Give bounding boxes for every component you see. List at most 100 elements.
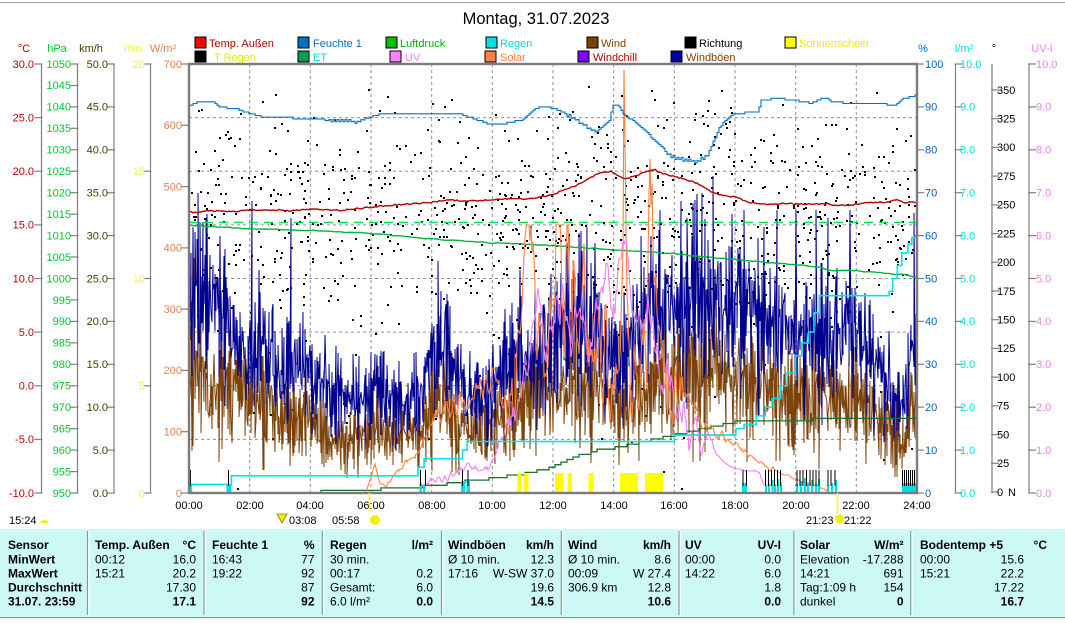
svg-text:2.0: 2.0 bbox=[960, 402, 975, 414]
svg-text:14:21: 14:21 bbox=[800, 567, 830, 581]
svg-text:-5.0: -5.0 bbox=[15, 434, 34, 446]
svg-text:1035: 1035 bbox=[47, 123, 71, 135]
svg-text:Gesamt:: Gesamt: bbox=[330, 581, 375, 595]
svg-text:00:00: 00:00 bbox=[175, 500, 203, 512]
svg-text:Windböen: Windböen bbox=[448, 538, 506, 552]
svg-text:Ø 10 min.: Ø 10 min. bbox=[448, 553, 500, 567]
svg-text:6.0 l/m²: 6.0 l/m² bbox=[330, 595, 370, 609]
svg-text:40.0: 40.0 bbox=[87, 145, 108, 157]
svg-text:7.0: 7.0 bbox=[1036, 188, 1051, 200]
svg-text:W/m²: W/m² bbox=[874, 538, 903, 552]
svg-text:-17.288: -17.288 bbox=[863, 553, 904, 567]
svg-text:05:58: 05:58 bbox=[332, 515, 360, 527]
svg-text:16.0: 16.0 bbox=[173, 553, 197, 567]
svg-text:Durchschnitt: Durchschnitt bbox=[8, 581, 82, 595]
svg-text:77: 77 bbox=[301, 553, 315, 567]
svg-text:31.07. 23:59: 31.07. 23:59 bbox=[8, 595, 76, 609]
svg-text:N: N bbox=[1008, 487, 1016, 499]
svg-text:90: 90 bbox=[925, 102, 937, 114]
svg-text:325: 325 bbox=[997, 114, 1015, 126]
svg-text:03:08: 03:08 bbox=[289, 515, 317, 527]
svg-text:350: 350 bbox=[997, 85, 1015, 97]
svg-text:Tag:1:09 h: Tag:1:09 h bbox=[800, 581, 856, 595]
svg-text:MinWert: MinWert bbox=[8, 553, 55, 567]
svg-text:km/h: km/h bbox=[643, 538, 671, 552]
svg-text:22:00: 22:00 bbox=[842, 500, 870, 512]
svg-text:W 27.4: W 27.4 bbox=[633, 567, 671, 581]
svg-text:1040: 1040 bbox=[47, 102, 71, 114]
svg-text:1.0: 1.0 bbox=[1036, 445, 1051, 457]
svg-text:20:00: 20:00 bbox=[782, 500, 810, 512]
svg-text:Elevation: Elevation bbox=[800, 553, 849, 567]
svg-text:92: 92 bbox=[301, 595, 315, 609]
svg-text:Luftdruck: Luftdruck bbox=[400, 38, 446, 50]
svg-text:17.30: 17.30 bbox=[166, 581, 196, 595]
svg-text:87: 87 bbox=[301, 581, 315, 595]
svg-text:1050: 1050 bbox=[47, 59, 71, 71]
svg-text:6.0: 6.0 bbox=[764, 567, 781, 581]
svg-text:l/m²: l/m² bbox=[412, 538, 433, 552]
svg-text:hPa: hPa bbox=[47, 43, 67, 55]
svg-text:20: 20 bbox=[133, 59, 145, 71]
svg-text:300: 300 bbox=[997, 142, 1015, 154]
svg-text:15:21: 15:21 bbox=[95, 567, 125, 581]
svg-text:1.0: 1.0 bbox=[960, 445, 975, 457]
svg-text:17.22: 17.22 bbox=[994, 581, 1024, 595]
svg-text:1000: 1000 bbox=[47, 273, 71, 285]
svg-text:Temp. Außen: Temp. Außen bbox=[209, 38, 274, 50]
svg-text:06:00: 06:00 bbox=[357, 500, 385, 512]
svg-text:250: 250 bbox=[997, 200, 1015, 212]
svg-text:15.6: 15.6 bbox=[1001, 553, 1025, 567]
svg-text:km/h: km/h bbox=[79, 43, 103, 55]
svg-text:0.0: 0.0 bbox=[764, 595, 781, 609]
svg-text:50: 50 bbox=[997, 429, 1009, 441]
svg-text:1025: 1025 bbox=[47, 166, 71, 178]
svg-text:0.2: 0.2 bbox=[416, 567, 433, 581]
svg-text:14:00: 14:00 bbox=[600, 500, 628, 512]
svg-text:150: 150 bbox=[997, 315, 1015, 327]
svg-text:Richtung: Richtung bbox=[699, 38, 742, 50]
svg-text:125: 125 bbox=[997, 343, 1015, 355]
svg-text:00:09: 00:09 bbox=[568, 567, 598, 581]
svg-text:W/m²: W/m² bbox=[150, 43, 177, 55]
svg-text:300: 300 bbox=[164, 304, 182, 316]
svg-text:985: 985 bbox=[53, 338, 71, 350]
svg-text:10: 10 bbox=[925, 445, 937, 457]
svg-text:%: % bbox=[304, 538, 315, 552]
svg-text:1045: 1045 bbox=[47, 80, 71, 92]
svg-text:92: 92 bbox=[301, 567, 315, 581]
svg-text:5.0: 5.0 bbox=[1036, 273, 1051, 285]
svg-text:2.0: 2.0 bbox=[1036, 402, 1051, 414]
svg-text:25: 25 bbox=[997, 458, 1009, 470]
svg-text:UV-I: UV-I bbox=[758, 538, 781, 552]
svg-text:154: 154 bbox=[883, 581, 903, 595]
svg-text:80: 80 bbox=[925, 145, 937, 157]
svg-text:6.0: 6.0 bbox=[960, 230, 975, 242]
svg-text:3.0: 3.0 bbox=[1036, 359, 1051, 371]
svg-text:02:00: 02:00 bbox=[236, 500, 264, 512]
svg-text:0.0: 0.0 bbox=[19, 381, 34, 393]
svg-text:°C: °C bbox=[18, 43, 30, 55]
svg-text:20.2: 20.2 bbox=[173, 567, 197, 581]
svg-text:0: 0 bbox=[897, 595, 904, 609]
svg-text:1005: 1005 bbox=[47, 252, 71, 264]
svg-text:°C: °C bbox=[1034, 538, 1048, 552]
svg-text:970: 970 bbox=[53, 402, 71, 414]
svg-text:00:00: 00:00 bbox=[685, 553, 715, 567]
svg-text:995: 995 bbox=[53, 295, 71, 307]
svg-text:l/m²: l/m² bbox=[955, 43, 974, 55]
svg-text:18:00: 18:00 bbox=[721, 500, 749, 512]
svg-text:°C: °C bbox=[183, 538, 197, 552]
svg-text:22.2: 22.2 bbox=[1001, 567, 1025, 581]
svg-text:%: % bbox=[918, 43, 928, 55]
svg-text:16:00: 16:00 bbox=[660, 500, 688, 512]
svg-text:15:21: 15:21 bbox=[920, 567, 950, 581]
svg-text:50: 50 bbox=[925, 273, 937, 285]
svg-text:Solar: Solar bbox=[500, 52, 526, 64]
svg-text:20.0: 20.0 bbox=[13, 166, 34, 178]
svg-text:50.0: 50.0 bbox=[87, 59, 108, 71]
svg-text:700: 700 bbox=[164, 59, 182, 71]
svg-text:4.0: 4.0 bbox=[1036, 316, 1051, 328]
svg-text:10: 10 bbox=[133, 273, 145, 285]
svg-text:UV-I: UV-I bbox=[1031, 43, 1052, 55]
